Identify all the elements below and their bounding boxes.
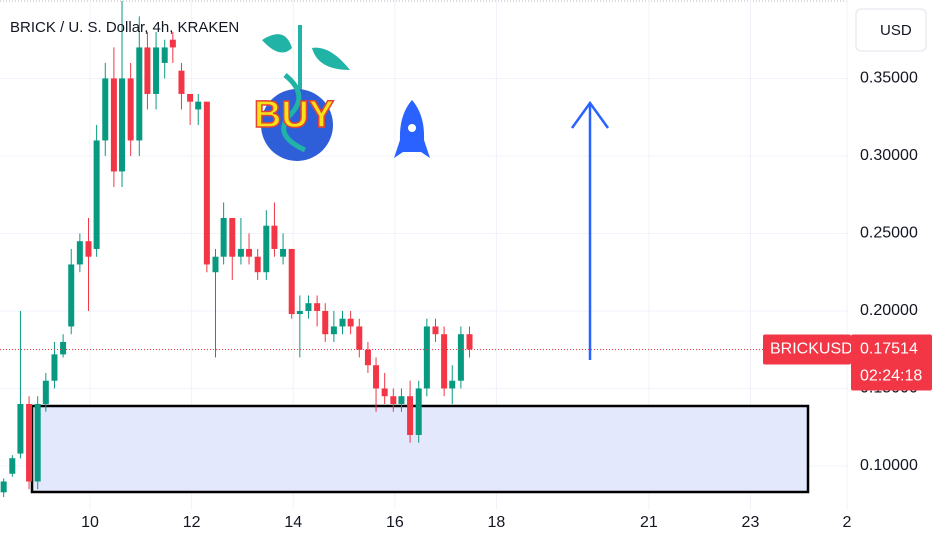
currency-label: USD: [880, 22, 912, 39]
candle-body: [34, 403, 41, 482]
y-tick-label: 0.25000: [860, 225, 918, 242]
x-tick-label: 21: [640, 514, 658, 531]
candle-body: [119, 78, 126, 172]
candle-body: [68, 264, 75, 327]
candle-body: [212, 256, 219, 273]
candle-body: [26, 403, 33, 482]
candle-body: [466, 334, 473, 350]
candle-body: [280, 248, 287, 257]
x-tick-label: 23: [742, 514, 760, 531]
symbol-tag: [763, 334, 851, 365]
rocket-window: [408, 124, 416, 132]
candle-body: [432, 326, 439, 335]
price-tag: [851, 334, 932, 391]
candle-body: [9, 458, 16, 474]
candle-body: [187, 93, 194, 102]
snake: [281, 73, 307, 153]
currency-button[interactable]: [855, 8, 927, 52]
candle-body: [203, 101, 210, 265]
candle-body: [17, 403, 24, 454]
candle-body: [407, 396, 414, 435]
y-tick-label: 0.35000: [860, 70, 918, 87]
candle-body: [93, 140, 100, 249]
candle-body: [398, 396, 405, 404]
candle-body: [153, 47, 160, 94]
x-tick-label: 18: [488, 514, 506, 531]
candle-body: [0, 481, 7, 493]
candle-body: [76, 241, 83, 265]
symbol-label: BRICKUSD: [770, 341, 853, 358]
y-tick-label: 0.10000: [860, 457, 918, 474]
candle-body: [60, 341, 67, 355]
candle-body: [364, 349, 371, 366]
candle-body: [305, 303, 312, 311]
y-tick-label: 0.20000: [860, 302, 918, 319]
candle-body: [169, 39, 176, 48]
candle-body: [441, 334, 448, 389]
candle-body: [220, 217, 227, 257]
candle-body: [127, 78, 134, 141]
candle-body: [330, 326, 337, 335]
globe: [261, 89, 333, 161]
buy-logo: BUY: [253, 25, 350, 161]
candle-body: [296, 310, 303, 315]
candle-body: [356, 326, 363, 350]
candles: [0, 0, 473, 497]
x-tick-label: 16: [386, 514, 404, 531]
candle-body: [415, 388, 422, 435]
candle-body: [381, 388, 388, 397]
price-value: 0.17514: [860, 341, 918, 358]
price-label: BRICKUSD 0.17514 02:24:18: [763, 334, 932, 391]
candle-body: [314, 303, 321, 311]
candle-body: [237, 248, 244, 257]
candle-body: [347, 318, 354, 327]
candle-body: [110, 78, 117, 172]
wings: [262, 34, 350, 70]
candle-body: [144, 47, 151, 94]
candle-body: [229, 217, 236, 257]
x-tick-label: 10: [81, 514, 99, 531]
candle-body: [373, 365, 380, 389]
candle-body: [390, 396, 397, 404]
candle-body: [254, 256, 261, 273]
x-tick-label: 14: [284, 514, 302, 531]
candle-body: [136, 47, 143, 141]
buy-label: BUY: [254, 94, 334, 136]
chart-title: BRICK / U. S. Dollar, 4h, KRAKEN: [10, 19, 239, 36]
candle-body: [51, 354, 58, 381]
candle-body: [457, 334, 464, 381]
x-tick-label: 2: [843, 514, 852, 531]
candle-body: [288, 248, 295, 315]
candle-body: [271, 225, 278, 249]
candle-body: [339, 318, 346, 327]
candle-body: [85, 241, 92, 257]
x-tick-label: 12: [183, 514, 201, 531]
y-tick-label: 0.30000: [860, 147, 918, 164]
candle-body: [161, 47, 168, 63]
candle-body: [178, 70, 185, 94]
candle-body: [42, 380, 49, 404]
candle-body: [102, 78, 109, 141]
candle-body: [195, 101, 202, 110]
target-arrow: [570, 100, 610, 360]
candle-body: [322, 310, 329, 335]
candle-body: [423, 326, 430, 389]
candle-body: [449, 380, 456, 389]
countdown: 02:24:18: [860, 368, 922, 385]
candle-body: [246, 248, 253, 257]
candle-body: [263, 225, 270, 273]
